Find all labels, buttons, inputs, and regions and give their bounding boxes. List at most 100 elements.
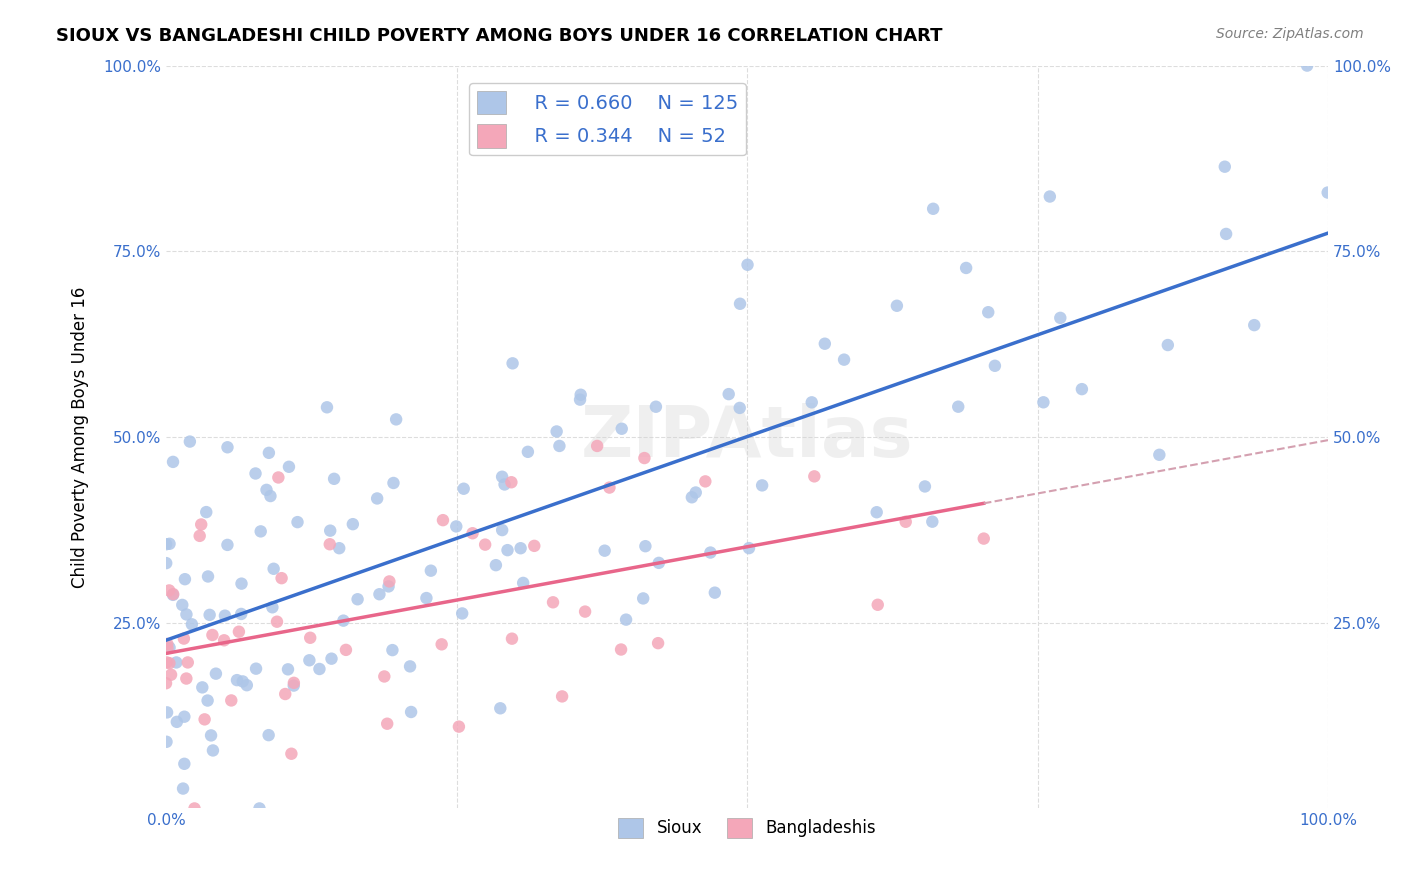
Point (648, 556, 671, 570)
Point (699, 545, 721, 559)
Point (385, 412, 408, 426)
Point (214, 608, 236, 623)
Point (263, 562, 285, 576)
Point (382, 475, 405, 490)
Point (814, 336, 837, 351)
Point (922, 202, 945, 216)
Point (155, 556, 177, 570)
Point (375, 716, 398, 731)
Point (695, 475, 717, 489)
Point (335, 643, 357, 657)
Point (955, 260, 977, 275)
Point (236, 678, 259, 692)
Point (501, 475, 523, 490)
Point (217, 538, 239, 552)
Point (737, 258, 759, 272)
Point (800, 395, 823, 409)
Point (1149, 448, 1171, 462)
Point (1032, 395, 1054, 409)
Point (610, 642, 633, 657)
Point (634, 539, 657, 553)
Point (1215, 227, 1237, 241)
Point (1316, 186, 1339, 200)
Point (278, 459, 301, 474)
Point (156, 706, 179, 720)
Point (267, 470, 290, 484)
Point (415, 591, 437, 605)
Point (232, 674, 254, 689)
Point (165, 656, 187, 670)
Point (516, 445, 538, 459)
Point (259, 489, 281, 503)
Point (188, 529, 211, 543)
Point (703, 585, 725, 599)
Point (308, 662, 330, 676)
Point (474, 538, 496, 552)
Point (277, 662, 299, 676)
Point (598, 481, 620, 495)
Point (217, 440, 239, 454)
Legend: Sioux, Bangladeshis: Sioux, Bangladeshis (612, 811, 883, 845)
Point (195, 505, 218, 519)
Point (179, 434, 201, 449)
Point (681, 490, 703, 504)
Point (569, 388, 592, 402)
Point (245, 662, 267, 676)
Point (728, 297, 751, 311)
Point (194, 712, 217, 726)
Point (342, 517, 364, 532)
Point (496, 543, 519, 558)
Y-axis label: Child Poverty Among Boys Under 16: Child Poverty Among Boys Under 16 (72, 286, 89, 588)
Point (430, 637, 453, 651)
Point (489, 701, 512, 715)
Point (173, 756, 195, 771)
Point (256, 483, 278, 497)
Point (574, 605, 596, 619)
Point (894, 515, 917, 529)
Point (446, 519, 468, 533)
Point (541, 595, 564, 609)
Point (228, 624, 250, 639)
Point (973, 532, 995, 546)
Point (205, 666, 228, 681)
Point (751, 478, 773, 492)
Point (177, 656, 200, 670)
Point (399, 705, 422, 719)
Point (231, 576, 253, 591)
Point (685, 485, 707, 500)
Point (323, 472, 346, 486)
Point (494, 477, 516, 491)
Point (1296, 59, 1319, 73)
Point (647, 636, 669, 650)
Point (197, 569, 219, 583)
Point (155, 537, 177, 551)
Point (548, 439, 571, 453)
Point (176, 607, 198, 622)
Point (176, 672, 198, 686)
Point (266, 615, 288, 629)
Point (156, 641, 179, 656)
Point (249, 524, 271, 539)
Point (366, 491, 388, 506)
Point (886, 299, 908, 313)
Point (610, 422, 633, 436)
Point (174, 572, 197, 586)
Point (866, 505, 889, 519)
Point (645, 400, 668, 414)
Point (157, 656, 180, 670)
Point (201, 743, 224, 757)
Text: Source: ZipAtlas.com: Source: ZipAtlas.com (1216, 27, 1364, 41)
Point (162, 455, 184, 469)
Point (245, 467, 267, 481)
Point (156, 637, 179, 651)
Point (447, 720, 470, 734)
Point (280, 747, 302, 761)
Point (377, 579, 399, 593)
Point (274, 687, 297, 701)
Point (512, 575, 534, 590)
Point (633, 451, 655, 466)
Point (977, 305, 1000, 319)
Point (328, 541, 350, 556)
Point (1157, 338, 1180, 352)
Point (614, 613, 637, 627)
